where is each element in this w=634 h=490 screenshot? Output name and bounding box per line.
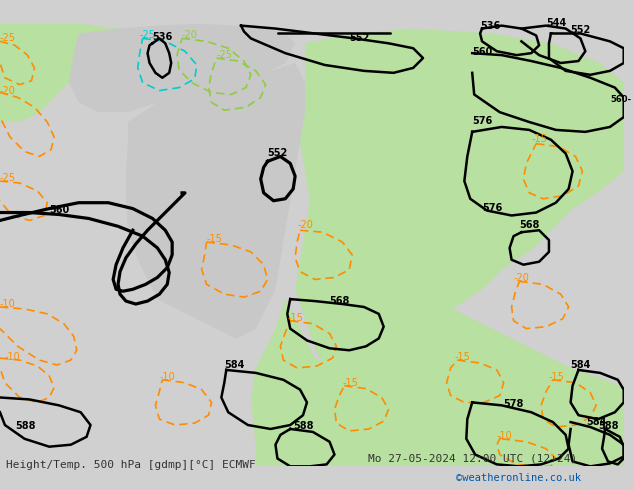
Text: 584: 584: [586, 417, 607, 427]
Text: 552: 552: [268, 148, 288, 158]
Text: -25: -25: [139, 30, 156, 40]
Text: 536: 536: [153, 32, 172, 42]
Text: 576: 576: [482, 202, 502, 213]
Text: 568: 568: [330, 296, 350, 306]
Text: -15: -15: [549, 372, 565, 382]
Text: -10: -10: [5, 352, 21, 362]
Polygon shape: [126, 63, 305, 339]
Polygon shape: [69, 24, 295, 112]
Polygon shape: [295, 28, 624, 378]
Text: -10: -10: [497, 431, 512, 441]
Text: ©weatheronline.co.uk: ©weatheronline.co.uk: [456, 473, 581, 483]
Polygon shape: [0, 24, 118, 122]
Text: Mo 27-05-2024 12:00 UTC (12+24): Mo 27-05-2024 12:00 UTC (12+24): [368, 453, 577, 463]
Text: 584: 584: [571, 360, 591, 370]
Text: -25: -25: [0, 33, 16, 43]
Text: -10: -10: [159, 372, 175, 382]
Text: -15: -15: [455, 352, 470, 362]
Text: -15: -15: [342, 378, 358, 388]
Text: -15: -15: [207, 234, 223, 244]
Text: 560: 560: [49, 204, 70, 215]
Text: 588: 588: [598, 421, 619, 431]
Text: -25: -25: [0, 173, 16, 183]
Text: 552: 552: [571, 25, 591, 35]
Text: 560-: 560-: [610, 96, 631, 104]
Text: -20: -20: [297, 220, 313, 230]
Text: 588: 588: [15, 421, 36, 431]
Text: Height/Temp. 500 hPa [gdmp][°C] ECMWF: Height/Temp. 500 hPa [gdmp][°C] ECMWF: [6, 461, 256, 470]
Text: 576: 576: [472, 116, 493, 126]
Text: 584: 584: [224, 360, 245, 370]
Text: 568: 568: [519, 220, 540, 230]
Polygon shape: [251, 299, 624, 466]
Text: 552: 552: [349, 33, 370, 43]
Text: -25: -25: [216, 50, 233, 60]
Text: -10: -10: [0, 299, 16, 309]
Text: -20: -20: [0, 86, 16, 97]
Text: 560: 560: [472, 47, 493, 57]
Text: -20: -20: [182, 30, 198, 40]
Text: 578: 578: [503, 399, 524, 409]
Text: 536: 536: [480, 21, 500, 30]
Text: -15: -15: [287, 313, 303, 323]
Text: 544: 544: [546, 18, 566, 27]
Text: -15: -15: [531, 134, 547, 144]
Text: -20: -20: [514, 273, 529, 283]
Text: 588: 588: [293, 421, 314, 431]
